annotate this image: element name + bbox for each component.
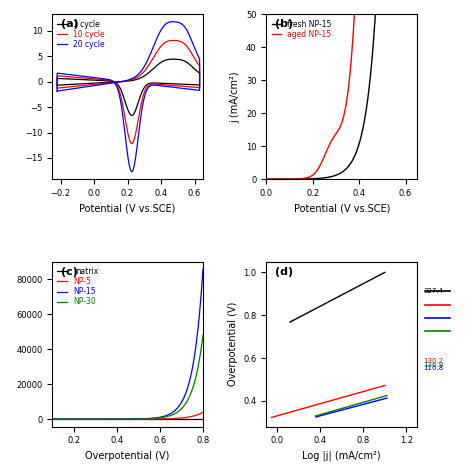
matrix bbox=[88, 416, 94, 422]
fresh NP-15 bbox=[335, 172, 341, 177]
10 cycle bbox=[170, 37, 176, 43]
10 cycle bbox=[159, 82, 164, 87]
NP-5 bbox=[150, 416, 155, 422]
NP-30 bbox=[138, 416, 144, 422]
fresh NP-15 bbox=[345, 164, 351, 170]
Text: (a): (a) bbox=[61, 19, 79, 29]
X-axis label: Log |j| (mA/cm²): Log |j| (mA/cm²) bbox=[302, 451, 381, 461]
20 cycle bbox=[170, 19, 176, 25]
NP-15 bbox=[150, 415, 155, 421]
10 cycle bbox=[96, 81, 102, 87]
10 cycle bbox=[185, 44, 191, 50]
Line: aged NP-15: aged NP-15 bbox=[266, 0, 417, 179]
20 cycle bbox=[56, 71, 62, 76]
aged NP-15 bbox=[336, 127, 342, 132]
10 cycle bbox=[55, 85, 60, 91]
NP-5 bbox=[49, 416, 55, 422]
matrix bbox=[76, 416, 82, 422]
NP-15 bbox=[88, 416, 94, 422]
20 cycle bbox=[159, 83, 164, 89]
Legend: fresh NP-15, aged NP-15: fresh NP-15, aged NP-15 bbox=[270, 18, 333, 40]
fresh NP-15 bbox=[264, 176, 269, 182]
20 cycle bbox=[185, 28, 191, 34]
aged NP-15 bbox=[345, 90, 351, 95]
NP-15 bbox=[200, 266, 206, 272]
1 cycle bbox=[96, 80, 102, 86]
NP-5 bbox=[118, 416, 123, 422]
Text: (b): (b) bbox=[275, 19, 293, 29]
1 cycle bbox=[55, 82, 60, 88]
NP-15 bbox=[118, 416, 123, 422]
NP-5 bbox=[76, 416, 82, 422]
1 cycle bbox=[130, 78, 136, 83]
20 cycle bbox=[55, 88, 60, 94]
Legend: 1 cycle, 10 cycle, 20 cycle: 1 cycle, 10 cycle, 20 cycle bbox=[56, 18, 106, 50]
Legend: matrix, NP-5, NP-15, NP-30: matrix, NP-5, NP-15, NP-30 bbox=[56, 265, 100, 308]
Text: (d): (d) bbox=[275, 266, 293, 277]
1 cycle bbox=[55, 82, 60, 88]
NP-30 bbox=[88, 416, 94, 422]
Text: 130.2: 130.2 bbox=[423, 358, 443, 365]
NP-15 bbox=[138, 416, 144, 422]
20 cycle bbox=[129, 169, 135, 174]
aged NP-15 bbox=[264, 176, 269, 182]
20 cycle bbox=[96, 82, 102, 88]
1 cycle bbox=[170, 56, 176, 62]
10 cycle bbox=[129, 141, 135, 146]
matrix bbox=[155, 416, 161, 422]
X-axis label: Potential (V vs.SCE): Potential (V vs.SCE) bbox=[293, 203, 390, 213]
NP-5 bbox=[163, 416, 169, 422]
NP-5 bbox=[88, 416, 94, 422]
Line: NP-5: NP-5 bbox=[52, 412, 203, 419]
NP-30 bbox=[118, 416, 123, 422]
X-axis label: Potential (V vs.SCE): Potential (V vs.SCE) bbox=[79, 203, 176, 213]
Line: 10 cycle: 10 cycle bbox=[57, 40, 200, 144]
1 cycle bbox=[185, 60, 191, 65]
10 cycle bbox=[55, 85, 60, 91]
X-axis label: Overpotential (V): Overpotential (V) bbox=[85, 451, 170, 461]
NP-30 bbox=[200, 332, 206, 338]
20 cycle bbox=[130, 75, 136, 81]
Line: 20 cycle: 20 cycle bbox=[57, 22, 200, 172]
aged NP-15 bbox=[335, 128, 341, 134]
Y-axis label: Overpotential (V): Overpotential (V) bbox=[228, 302, 238, 386]
10 cycle bbox=[93, 82, 99, 87]
1 cycle bbox=[93, 80, 99, 86]
Line: NP-30: NP-30 bbox=[52, 335, 203, 419]
matrix bbox=[138, 416, 144, 422]
NP-5 bbox=[138, 416, 144, 422]
matrix bbox=[200, 416, 206, 422]
Line: 1 cycle: 1 cycle bbox=[57, 59, 200, 115]
NP-15 bbox=[49, 416, 55, 422]
NP-30 bbox=[163, 414, 169, 419]
Line: NP-15: NP-15 bbox=[52, 269, 203, 419]
NP-30 bbox=[76, 416, 82, 422]
20 cycle bbox=[55, 88, 60, 94]
fresh NP-15 bbox=[353, 150, 359, 155]
20 cycle bbox=[93, 82, 99, 88]
fresh NP-15 bbox=[336, 171, 342, 177]
Text: 136.9: 136.9 bbox=[423, 362, 443, 368]
1 cycle bbox=[56, 76, 62, 82]
NP-15 bbox=[163, 413, 169, 419]
1 cycle bbox=[129, 112, 135, 118]
10 cycle bbox=[56, 73, 62, 79]
NP-15 bbox=[76, 416, 82, 422]
Y-axis label: j (mA/cm²): j (mA/cm²) bbox=[230, 71, 240, 122]
NP-30 bbox=[150, 416, 155, 421]
matrix bbox=[49, 416, 55, 422]
NP-30 bbox=[49, 416, 55, 422]
NP-5 bbox=[200, 410, 206, 415]
Text: 327.4: 327.4 bbox=[423, 288, 443, 294]
Text: 116.8: 116.8 bbox=[423, 365, 443, 371]
matrix bbox=[150, 416, 155, 422]
Text: (c): (c) bbox=[61, 266, 78, 277]
1 cycle bbox=[159, 81, 164, 86]
matrix bbox=[118, 416, 123, 422]
Line: fresh NP-15: fresh NP-15 bbox=[266, 0, 417, 179]
matrix bbox=[163, 416, 169, 422]
10 cycle bbox=[130, 77, 136, 82]
